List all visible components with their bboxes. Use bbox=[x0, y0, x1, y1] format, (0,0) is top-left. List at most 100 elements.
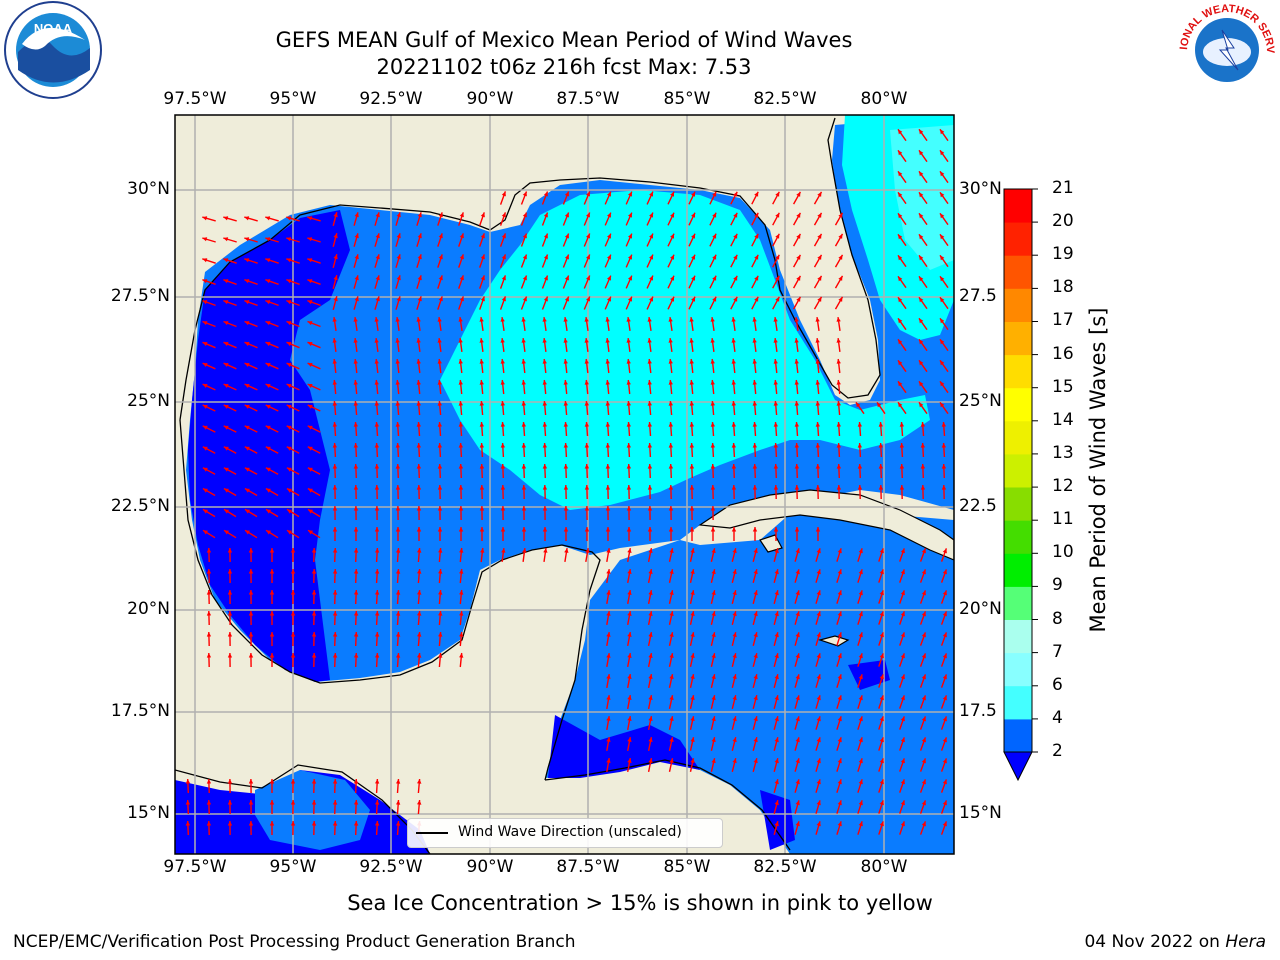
wave-arrow bbox=[897, 149, 907, 163]
wave-arrow bbox=[437, 316, 442, 332]
wave-arrow bbox=[353, 631, 359, 647]
wave-arrow bbox=[202, 383, 216, 391]
wave-arrow bbox=[438, 652, 443, 668]
wave-arrow bbox=[458, 358, 463, 374]
wave-arrow bbox=[437, 463, 443, 479]
wave-arrow bbox=[646, 296, 654, 310]
wave-arrow bbox=[688, 212, 696, 226]
wave-arrow bbox=[878, 674, 884, 688]
wave-arrow bbox=[522, 548, 527, 562]
wave-arrow bbox=[939, 380, 949, 394]
wave-arrow bbox=[396, 568, 401, 584]
wave-arrow bbox=[223, 383, 237, 391]
wave-arrow bbox=[244, 341, 258, 349]
lon-bottom-2: 92.5°W bbox=[359, 857, 423, 877]
colorbar-segment bbox=[1004, 288, 1032, 322]
wave-arrow bbox=[731, 674, 737, 688]
wave-arrow bbox=[647, 631, 653, 647]
wave-arrow bbox=[206, 778, 212, 794]
wave-arrow bbox=[286, 404, 300, 412]
colorbar-extension bbox=[1003, 751, 1033, 782]
wave-arrow bbox=[773, 611, 779, 625]
wave-arrow bbox=[227, 610, 233, 626]
wave-arrow bbox=[794, 421, 799, 437]
wave-arrow bbox=[311, 589, 317, 605]
wave-arrow bbox=[731, 358, 736, 374]
wave-arrow bbox=[437, 400, 442, 416]
wave-arrow bbox=[500, 316, 505, 332]
wave-arrow bbox=[606, 589, 611, 605]
wave-arrow bbox=[899, 590, 905, 604]
wave-arrow bbox=[563, 358, 568, 374]
wave-arrow bbox=[223, 446, 237, 454]
wave-arrow bbox=[395, 338, 400, 352]
wave-arrow bbox=[541, 191, 549, 205]
wave-arrow bbox=[940, 779, 948, 793]
wave-arrow bbox=[416, 463, 422, 479]
wave-arrow bbox=[606, 652, 611, 668]
wave-arrow bbox=[857, 800, 863, 814]
lat-left-5: 17.5°N bbox=[110, 701, 170, 721]
wave-arrow bbox=[437, 296, 443, 310]
wave-arrow bbox=[438, 631, 443, 647]
wave-arrow bbox=[606, 547, 611, 563]
wave-arrow bbox=[794, 442, 799, 458]
wave-arrow bbox=[227, 547, 233, 563]
wave-arrow bbox=[206, 631, 212, 647]
wave-arrow bbox=[374, 400, 379, 416]
wave-arrow bbox=[307, 258, 321, 264]
wave-arrow bbox=[307, 446, 321, 454]
wave-arrow bbox=[941, 421, 946, 437]
wave-arrow bbox=[416, 484, 422, 500]
wave-arrow bbox=[395, 421, 400, 437]
wave-arrow bbox=[479, 296, 485, 310]
wave-arrow bbox=[646, 191, 654, 205]
wave-arrow bbox=[647, 568, 653, 584]
wave-arrow bbox=[374, 212, 380, 226]
wave-arrow bbox=[899, 463, 905, 479]
wave-arrow bbox=[458, 505, 464, 521]
short-period-south bbox=[548, 715, 700, 778]
short-period-patch-2 bbox=[760, 790, 795, 850]
wave-arrow bbox=[307, 320, 321, 328]
wave-arrow bbox=[265, 299, 279, 307]
wave-arrow bbox=[332, 820, 338, 836]
lat-right-5: 17.5 bbox=[959, 701, 997, 721]
lon-top-7: 80°W bbox=[860, 89, 908, 109]
wave-arrow bbox=[459, 631, 464, 647]
wave-arrow bbox=[585, 547, 590, 563]
wave-arrow bbox=[897, 212, 907, 226]
wave-arrow bbox=[395, 442, 400, 458]
wave-arrow bbox=[223, 341, 237, 349]
wave-arrow bbox=[627, 694, 632, 710]
wave-arrow bbox=[626, 379, 631, 395]
wave-arrow bbox=[375, 820, 380, 836]
wave-arrow bbox=[751, 212, 759, 226]
wave-arrow bbox=[710, 548, 716, 562]
wave-arrow bbox=[269, 590, 275, 604]
wave-arrow bbox=[918, 254, 928, 268]
wave-arrow bbox=[374, 316, 379, 332]
wave-arrow bbox=[773, 442, 778, 458]
wave-arrow bbox=[286, 279, 300, 285]
wave-arrow bbox=[668, 716, 674, 730]
wave-arrow bbox=[940, 695, 948, 709]
wave-arrow bbox=[647, 610, 653, 626]
wave-arrow bbox=[563, 442, 568, 458]
wave-arrow bbox=[710, 653, 716, 667]
wave-arrow bbox=[836, 358, 841, 374]
wave-arrow bbox=[307, 383, 321, 391]
wave-arrow bbox=[920, 463, 926, 479]
wave-arrow bbox=[417, 778, 422, 794]
wave-arrow bbox=[265, 216, 279, 222]
wave-arrow bbox=[269, 611, 275, 625]
wave-arrow bbox=[604, 233, 612, 247]
wave-arrow bbox=[479, 212, 485, 226]
wave-arrow bbox=[244, 320, 258, 328]
wave-arrow bbox=[202, 341, 216, 349]
wave-arrow bbox=[772, 254, 780, 268]
wave-arrow bbox=[668, 442, 673, 458]
wave-arrow bbox=[458, 338, 463, 352]
wave-arrow bbox=[794, 484, 800, 500]
wave-arrow bbox=[290, 778, 296, 794]
